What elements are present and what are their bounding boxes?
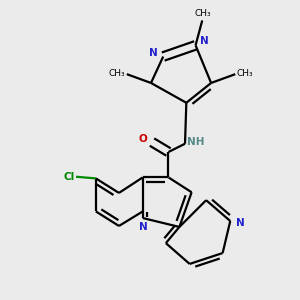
Text: O: O [138,134,147,144]
Text: CH₃: CH₃ [195,9,211,18]
Text: N: N [149,48,158,58]
Text: CH₃: CH₃ [237,69,253,78]
Text: N: N [140,222,148,232]
Text: NH: NH [188,137,205,147]
Text: N: N [236,218,244,228]
Text: N: N [200,36,209,46]
Text: Cl: Cl [63,172,74,182]
Text: CH₃: CH₃ [109,69,125,78]
